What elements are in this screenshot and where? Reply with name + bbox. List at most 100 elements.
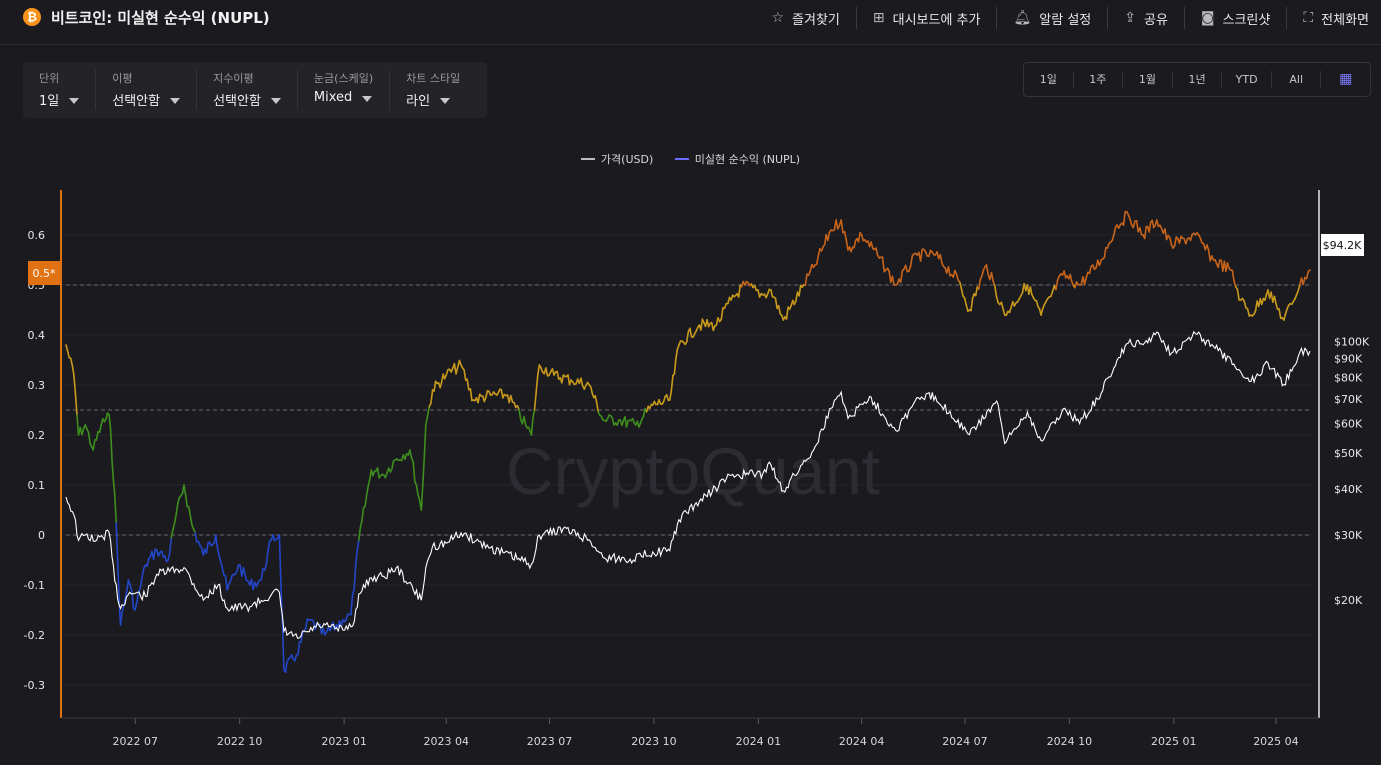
nupl-segment xyxy=(977,278,982,290)
nupl-segment xyxy=(384,471,388,479)
nupl-segment xyxy=(1226,262,1230,269)
nupl-segment xyxy=(1278,308,1282,320)
ema-select[interactable]: 지수이평 선택안함 xyxy=(197,70,298,110)
nupl-segment xyxy=(770,289,774,298)
nupl-segment xyxy=(1246,308,1251,317)
nupl-segment xyxy=(112,479,116,496)
nupl-segment xyxy=(595,402,600,414)
right-tick-label: $60K xyxy=(1334,418,1363,431)
scale-value: Mixed xyxy=(313,90,353,105)
ema-label: 지수이평 xyxy=(213,72,254,85)
range-1d-button[interactable]: 1일 xyxy=(1024,71,1074,88)
unit-select[interactable]: 단위 1일 xyxy=(23,70,97,110)
nupl-segment xyxy=(675,348,679,360)
nupl-segment xyxy=(294,654,298,662)
nupl-segment xyxy=(947,266,951,277)
chart-style-select[interactable]: 차트 스타일 라인 xyxy=(390,70,476,110)
chevron-down-icon xyxy=(170,97,181,104)
nupl-segment xyxy=(1236,288,1240,301)
nupl-segment xyxy=(919,248,924,262)
left-tick-label: 0.3 xyxy=(28,379,46,392)
favorite-button[interactable]: ☆ 즐겨찾기 xyxy=(755,7,857,29)
nupl-segment xyxy=(1307,269,1311,273)
ma-select[interactable]: 이평 선택안함 xyxy=(96,70,198,110)
nupl-segment xyxy=(365,485,370,497)
nupl-segment xyxy=(536,364,541,377)
screenshot-button[interactable]: ◙ 스크린샷 xyxy=(1185,7,1288,29)
nupl-segment xyxy=(927,249,932,258)
nupl-segment xyxy=(670,374,674,392)
watermark: CryptoQuant xyxy=(506,434,880,508)
nupl-segment xyxy=(126,579,130,592)
dashboard-add-icon: ⊞ xyxy=(872,10,885,26)
nupl-segment xyxy=(662,395,667,403)
camera-icon: ◙ xyxy=(1200,10,1215,26)
nupl-segment xyxy=(963,297,968,306)
nupl-segment xyxy=(172,522,176,531)
nupl-segment xyxy=(1113,226,1117,236)
nupl-segment xyxy=(532,408,536,419)
nupl-segment xyxy=(621,419,625,427)
chevron-down-icon xyxy=(362,95,373,102)
nupl-segment xyxy=(1273,295,1277,304)
nupl-segment xyxy=(417,493,421,501)
scale-select[interactable]: 눈금(스케일) Mixed xyxy=(298,70,391,110)
nupl-segment xyxy=(1040,307,1044,316)
nupl-segment xyxy=(485,390,489,399)
x-tick-label: 2024 07 xyxy=(942,735,988,748)
nupl-segment xyxy=(1103,247,1107,259)
nupl-segment xyxy=(205,542,209,554)
nupl-segment xyxy=(477,393,481,404)
nupl-segment xyxy=(798,284,802,297)
nupl-segment xyxy=(95,430,99,441)
nupl-segment xyxy=(589,386,594,395)
legend-item-nupl[interactable]: 미실현 순수익 (NUPL) xyxy=(674,151,801,167)
nupl-segment xyxy=(1122,211,1126,226)
chevron-down-icon xyxy=(69,97,80,104)
nupl-segment xyxy=(412,461,416,483)
nupl-segment xyxy=(1261,297,1265,306)
nupl-segment xyxy=(853,239,857,249)
nupl-segment xyxy=(518,408,522,421)
header-actions: ☆ 즐겨찾기 ⊞ 대시보드에 추가 🔔︎ 알람 설정 ⇪ 공유 ◙ 스크린샷 ⛶ 전체화면 xyxy=(755,6,1371,30)
calendar-icon[interactable]: ▦ xyxy=(1339,71,1353,87)
alert-settings-button[interactable]: 🔔︎ 알람 설정 xyxy=(997,7,1109,29)
range-1w-button[interactable]: 1주 xyxy=(1074,71,1124,88)
nupl-segment xyxy=(74,393,78,416)
nupl-segment xyxy=(430,389,434,405)
legend-swatch xyxy=(674,158,689,160)
nupl-segment xyxy=(580,377,584,387)
nupl-segment xyxy=(1083,276,1087,286)
nupl-segment xyxy=(1151,219,1155,229)
share-icon: ⇪ xyxy=(1124,10,1136,26)
nupl-segment xyxy=(415,484,419,496)
nupl-segment xyxy=(1243,300,1247,309)
nupl-segment xyxy=(860,234,865,242)
fullscreen-button[interactable]: ⛶ 전체화면 xyxy=(1287,7,1371,29)
screenshot-label: 스크린샷 xyxy=(1222,12,1271,28)
nupl-segment xyxy=(1178,235,1182,244)
current-nupl-label: 0.5* xyxy=(33,267,56,280)
nupl-segment xyxy=(985,264,990,276)
nupl-segment xyxy=(367,478,371,487)
legend-item-price[interactable]: 가격(USD) xyxy=(580,151,653,167)
chart-style-value: 라인 xyxy=(406,94,431,109)
nupl-segment xyxy=(1173,236,1178,247)
price-line xyxy=(65,330,1311,639)
nupl-segment xyxy=(826,231,831,242)
add-to-dashboard-button[interactable]: ⊞ 대시보드에 추가 xyxy=(857,7,998,29)
chart-legend: 가격(USD) 미실현 순수익 (NUPL) xyxy=(0,150,1381,167)
nupl-segment xyxy=(134,600,138,611)
legend-label: 미실현 순수익 (NUPL) xyxy=(694,153,801,166)
share-button[interactable]: ⇪ 공유 xyxy=(1108,7,1185,29)
nupl-segment xyxy=(466,378,470,391)
range-1m-button[interactable]: 1월 xyxy=(1123,71,1173,88)
range-all-button[interactable]: All xyxy=(1272,71,1322,88)
nupl-segment xyxy=(361,507,365,521)
right-tick-label: $50K xyxy=(1334,447,1363,460)
nupl-segment xyxy=(219,560,224,569)
range-1y-button[interactable]: 1년 xyxy=(1173,71,1223,88)
range-ytd-button[interactable]: YTD xyxy=(1222,71,1272,88)
left-tick-label: 0.4 xyxy=(28,329,46,342)
